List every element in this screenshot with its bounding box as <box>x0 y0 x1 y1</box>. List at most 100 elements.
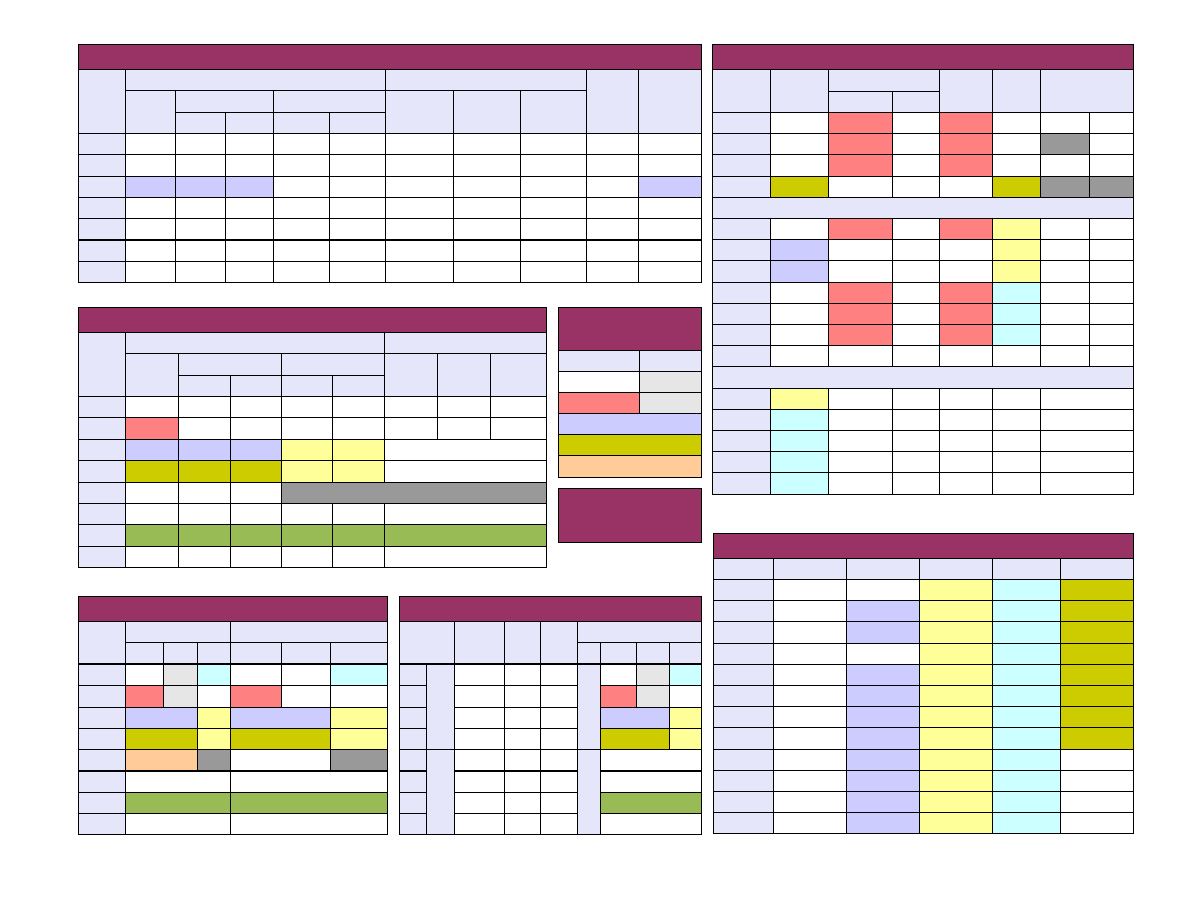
legend-swatch-olive <box>558 434 702 456</box>
table-cell <box>1040 451 1134 474</box>
table-cell <box>329 239 386 262</box>
table-cell <box>919 748 993 771</box>
table-cell <box>939 239 993 262</box>
table-cell <box>586 196 639 220</box>
table-cell <box>197 749 231 772</box>
table-cell <box>828 260 893 283</box>
table-cell <box>453 175 521 198</box>
table-cell <box>892 260 940 283</box>
top-left-table <box>78 44 702 284</box>
column-subheader <box>332 375 385 397</box>
table-cell <box>770 345 829 368</box>
table-cell <box>846 727 920 750</box>
table-cell <box>384 545 547 569</box>
table-cell <box>1040 154 1090 177</box>
table-cell <box>520 154 587 177</box>
table-cell <box>1060 663 1134 686</box>
table-cell <box>1040 302 1090 325</box>
table-cell <box>454 706 505 729</box>
table-cell <box>1060 600 1134 623</box>
table-cell <box>939 260 993 283</box>
panel-title <box>399 596 702 622</box>
table-cell <box>385 196 454 220</box>
table-cell <box>540 706 578 729</box>
table-cell <box>125 727 198 751</box>
row-header-corner <box>78 69 126 134</box>
column-group-header <box>385 69 587 91</box>
table-cell <box>992 769 1061 792</box>
table-cell <box>230 664 282 687</box>
column-group-header <box>230 621 388 643</box>
row-header <box>78 813 126 836</box>
table-cell <box>490 396 547 419</box>
table-cell <box>384 417 438 440</box>
table-cell <box>892 345 940 368</box>
column-subheader <box>197 642 231 664</box>
table-cell <box>1060 621 1134 644</box>
panel-title <box>78 44 702 70</box>
table-cell <box>329 260 386 284</box>
row-header <box>399 727 427 751</box>
table-cell <box>828 430 893 453</box>
table-grid <box>399 621 702 836</box>
column-subheader <box>330 642 388 664</box>
legend-footer-title <box>558 488 702 543</box>
table-cell <box>1089 218 1134 241</box>
column-group-header <box>384 332 547 354</box>
column-subheader <box>273 112 330 134</box>
table-cell <box>586 154 639 177</box>
table-cell <box>520 175 587 198</box>
row-header <box>78 417 126 440</box>
table-cell <box>230 396 282 419</box>
merged-row-header <box>577 664 601 751</box>
table-cell <box>454 664 505 687</box>
table-cell <box>892 324 940 347</box>
column-header <box>770 69 829 113</box>
table-cell <box>1060 748 1134 771</box>
row-header <box>78 218 126 241</box>
column-subheader <box>892 91 940 113</box>
table-cell <box>453 239 521 262</box>
row-header <box>78 133 126 156</box>
table-cell <box>330 727 388 751</box>
table-cell <box>770 430 829 453</box>
row-header <box>713 748 774 771</box>
row-header <box>712 281 771 304</box>
row-header <box>712 239 771 262</box>
table-cell <box>125 460 179 483</box>
table-cell <box>1040 324 1090 347</box>
table-cell <box>992 154 1041 177</box>
table-cell <box>846 621 920 644</box>
table-cell <box>384 438 547 462</box>
table-cell <box>1089 175 1134 198</box>
table-cell <box>892 239 940 262</box>
column-subheader <box>175 90 274 113</box>
table-cell <box>638 133 702 156</box>
table-cell <box>939 430 993 453</box>
table-cell <box>919 663 993 686</box>
table-cell <box>329 133 386 156</box>
table-cell <box>773 600 847 623</box>
table-cell <box>586 239 639 262</box>
table-cell <box>919 769 993 792</box>
bottom-left-table <box>78 596 388 836</box>
table-cell <box>919 685 993 708</box>
table-cell <box>638 260 702 284</box>
row-header-corner <box>399 621 455 664</box>
table-cell <box>504 706 541 729</box>
column-subheader <box>125 353 179 397</box>
table-cell <box>504 791 541 815</box>
table-cell <box>281 664 331 687</box>
table-cell <box>992 472 1041 495</box>
column-subheader <box>281 642 331 664</box>
table-cell <box>540 727 578 751</box>
row-header <box>713 791 774 814</box>
table-cell <box>385 175 454 198</box>
table-cell <box>178 396 231 419</box>
table-cell <box>1089 302 1134 325</box>
table-cell <box>992 133 1041 156</box>
top-right-table <box>712 44 1134 509</box>
table-cell <box>1040 345 1090 368</box>
table-cell <box>939 387 993 410</box>
table-cell <box>230 417 282 440</box>
